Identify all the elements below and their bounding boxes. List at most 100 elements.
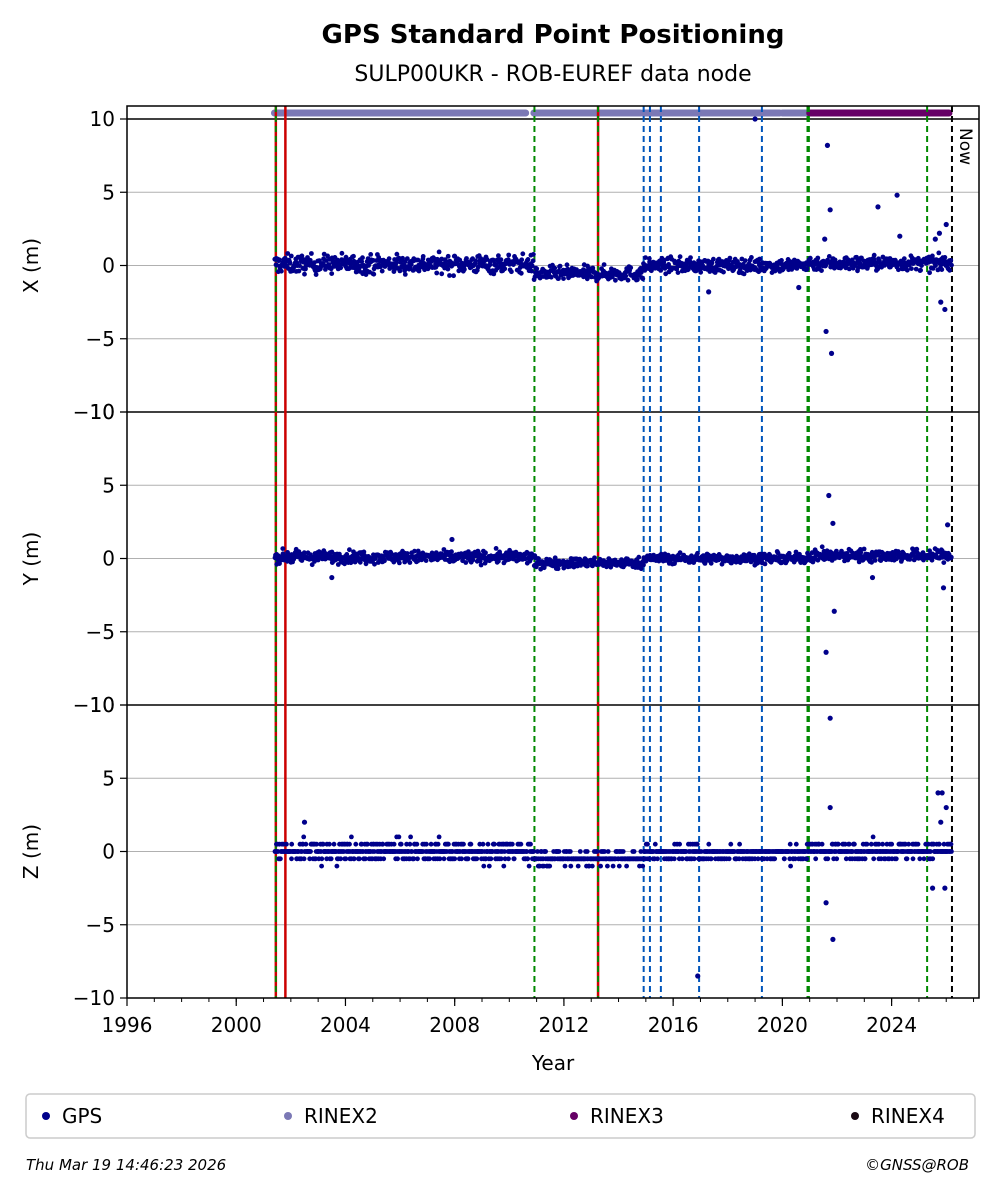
y-axis-label-y: Y (m) — [19, 532, 43, 587]
data-point — [359, 259, 365, 264]
data-point — [452, 856, 458, 862]
legend-marker-rinex4 — [851, 1112, 859, 1120]
data-point — [297, 263, 302, 268]
data-point — [361, 549, 367, 555]
data-point — [592, 555, 597, 561]
data-point — [561, 276, 566, 281]
data-point — [746, 551, 752, 557]
data-point — [524, 849, 530, 854]
data-point — [449, 536, 455, 543]
data-point — [601, 262, 607, 267]
data-point — [789, 267, 795, 272]
data-point — [525, 856, 531, 862]
data-point — [640, 276, 646, 282]
data-point — [772, 268, 778, 274]
data-point — [755, 856, 761, 862]
data-point — [296, 268, 302, 274]
data-point — [793, 841, 799, 847]
data-point — [552, 265, 558, 271]
data-point — [519, 257, 525, 263]
data-point — [301, 550, 307, 556]
data-point — [943, 804, 949, 811]
data-point — [909, 266, 914, 271]
data-point — [695, 973, 701, 979]
data-point — [506, 252, 512, 258]
data-point — [742, 258, 748, 263]
data-point — [412, 548, 417, 554]
data-point — [434, 270, 440, 276]
data-point — [415, 856, 420, 862]
data-point — [691, 856, 697, 862]
data-point — [407, 560, 413, 565]
data-point — [942, 885, 948, 891]
data-point — [557, 263, 563, 269]
y-tick-label-y: −10 — [73, 693, 115, 717]
y-tick-label-z: −5 — [86, 913, 115, 937]
data-point — [329, 271, 335, 276]
data-point — [638, 270, 644, 275]
data-point — [480, 841, 486, 847]
data-point — [620, 849, 626, 854]
data-point — [628, 265, 634, 271]
data-point — [641, 562, 646, 568]
data-point — [555, 566, 561, 572]
data-point — [677, 841, 682, 847]
plot-frame — [126, 105, 980, 999]
data-point — [408, 834, 413, 840]
data-point — [525, 257, 531, 262]
data-point — [536, 556, 541, 561]
data-point — [343, 856, 349, 862]
data-point — [329, 574, 335, 581]
data-point — [752, 116, 758, 122]
data-point — [589, 274, 594, 280]
data-point — [307, 856, 313, 862]
data-point — [645, 841, 650, 847]
data-point — [819, 268, 824, 273]
data-point — [726, 856, 732, 862]
data-point — [605, 849, 611, 854]
data-point — [913, 266, 919, 272]
x-tick-label: 2008 — [429, 1013, 480, 1037]
data-point — [339, 250, 345, 256]
data-point — [391, 841, 397, 847]
data-point — [404, 841, 409, 847]
data-point — [779, 258, 784, 263]
data-point — [787, 841, 793, 847]
data-point — [938, 299, 944, 305]
data-point — [708, 560, 714, 566]
data-point — [436, 249, 442, 255]
data-point — [552, 555, 558, 561]
data-point — [813, 856, 819, 862]
data-point — [822, 236, 828, 242]
data-point — [625, 277, 631, 283]
data-point — [370, 258, 376, 263]
data-point — [897, 233, 903, 239]
data-point — [427, 856, 432, 862]
y-tick-label-y: 10 — [90, 400, 115, 424]
data-point — [939, 267, 945, 272]
data-point — [302, 271, 307, 277]
data-point — [638, 566, 644, 572]
data-point — [941, 841, 947, 847]
data-point — [749, 255, 754, 260]
data-point — [349, 834, 354, 840]
data-point — [393, 260, 399, 266]
data-point — [757, 256, 763, 262]
data-point — [556, 849, 562, 854]
data-point — [782, 856, 787, 862]
x-axis-label: Year — [531, 1051, 575, 1075]
data-point — [347, 547, 352, 553]
data-point — [796, 284, 802, 291]
data-point — [915, 841, 921, 847]
data-point — [395, 856, 400, 862]
data-point — [643, 255, 648, 260]
data-point — [807, 255, 813, 261]
data-point — [488, 856, 494, 862]
data-point — [534, 564, 539, 570]
data-point — [308, 849, 313, 854]
data-point — [490, 257, 496, 263]
data-point — [894, 192, 900, 198]
data-point — [509, 841, 515, 847]
data-point — [804, 266, 810, 272]
